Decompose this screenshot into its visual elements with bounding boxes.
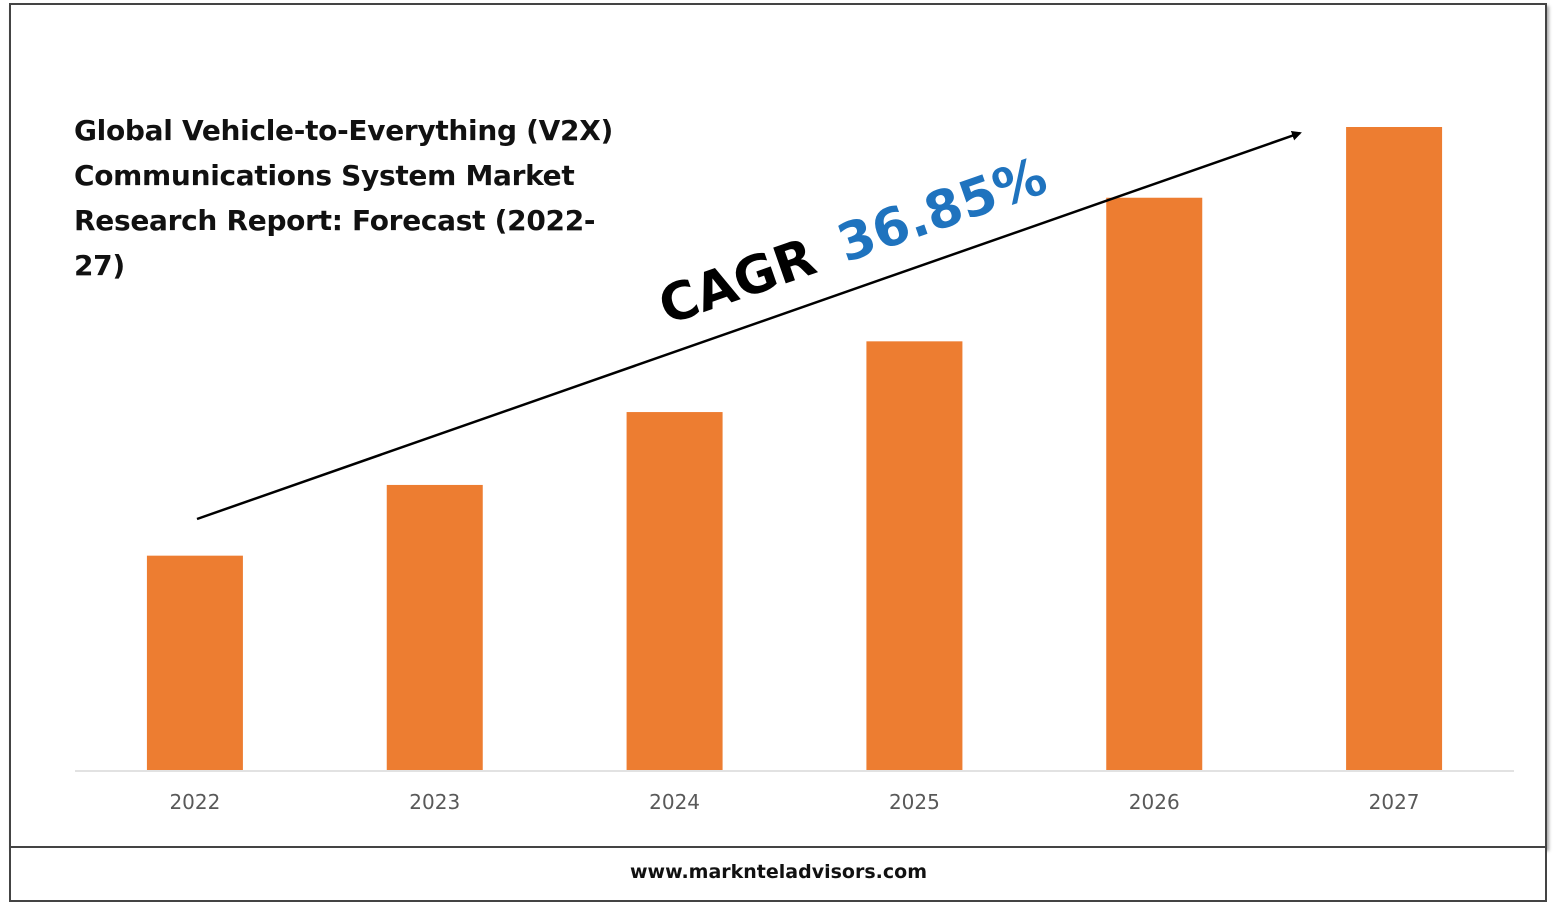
chart-title: Global Vehicle-to-Everything (V2X) Commu… (74, 114, 614, 282)
x-tick-label-2026: 2026 (1129, 790, 1180, 814)
footer-bar (9, 848, 1547, 902)
x-tick-label-2025: 2025 (889, 790, 940, 814)
x-tick-label-2023: 2023 (409, 790, 460, 814)
bar-2026 (1106, 197, 1203, 771)
cagr-label: CAGR (651, 227, 823, 337)
bar-2022 (146, 555, 243, 770)
bar-2025 (866, 341, 963, 770)
x-tick-label-2022: 2022 (169, 790, 220, 814)
footer-url: www.marknteladvisors.com (630, 861, 927, 883)
bar-2023 (386, 484, 483, 770)
bar-2024 (626, 412, 723, 770)
trend-arrow (196, 130, 1302, 521)
x-tick-labels: 2022 2023 2024 2025 2026 2027 (169, 790, 1419, 814)
bars-group (146, 127, 1443, 771)
x-tick-label-2024: 2024 (649, 790, 700, 814)
x-tick-label-2027: 2027 (1369, 790, 1420, 814)
chart-frame (9, 3, 1547, 848)
cagr-annotation: CAGR 36.85% (651, 147, 1054, 338)
bar-2027 (1346, 127, 1443, 770)
cagr-value: 36.85% (830, 147, 1054, 275)
